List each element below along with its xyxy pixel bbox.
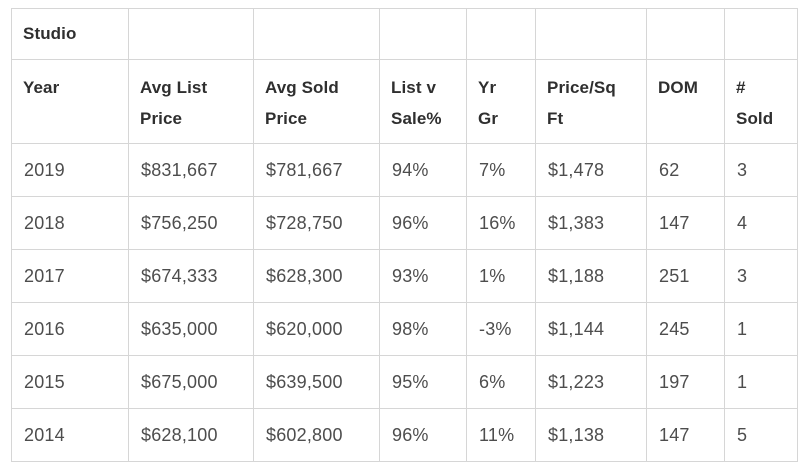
- data-cell-list-v-sale: 95%: [379, 355, 467, 409]
- data-cell-list-v-sale: 94%: [379, 143, 467, 197]
- data-cell-avg-list-price: $674,333: [128, 249, 254, 303]
- data-cell-list-v-sale: 96%: [379, 196, 467, 250]
- table-row: 2016 $635,000 $620,000 98% -3% $1,144 245 1: [11, 302, 798, 356]
- data-cell-dom: 245: [646, 302, 725, 356]
- data-cell-yr-gr: 16%: [466, 196, 536, 250]
- table-row: 2019 $831,667 $781,667 94% 7% $1,478 62 3: [11, 143, 798, 197]
- data-cell-yr-gr: 7%: [466, 143, 536, 197]
- empty-title-cell: [253, 8, 380, 60]
- data-cell-dom: 62: [646, 143, 725, 197]
- data-cell-dom: 197: [646, 355, 725, 409]
- empty-title-cell: [379, 8, 467, 60]
- data-cell-list-v-sale: 98%: [379, 302, 467, 356]
- data-cell-price-sq-ft: $1,138: [535, 408, 647, 462]
- col-header-year: Year: [11, 59, 129, 144]
- table-row: 2018 $756,250 $728,750 96% 16% $1,383 147 4: [11, 196, 798, 250]
- col-header-sold: # Sold: [724, 59, 798, 144]
- empty-title-cell: [466, 8, 536, 60]
- year-cell: 2015: [11, 355, 129, 409]
- data-cell-avg-list-price: $756,250: [128, 196, 254, 250]
- data-cell-price-sq-ft: $1,383: [535, 196, 647, 250]
- empty-title-cell: [128, 8, 254, 60]
- data-cell-sold: 3: [724, 143, 798, 197]
- data-cell-dom: 147: [646, 196, 725, 250]
- year-cell: 2017: [11, 249, 129, 303]
- data-cell-price-sq-ft: $1,223: [535, 355, 647, 409]
- data-cell-price-sq-ft: $1,478: [535, 143, 647, 197]
- data-cell-price-sq-ft: $1,188: [535, 249, 647, 303]
- data-cell-avg-sold-price: $628,300: [253, 249, 380, 303]
- data-cell-price-sq-ft: $1,144: [535, 302, 647, 356]
- data-cell-avg-sold-price: $781,667: [253, 143, 380, 197]
- year-cell: 2018: [11, 196, 129, 250]
- data-cell-avg-sold-price: $728,750: [253, 196, 380, 250]
- column-header-row: Year Avg List Price Avg Sold Price List v S…: [11, 59, 798, 144]
- col-header-yr-gr: Yr Gr: [466, 59, 536, 144]
- year-cell: 2016: [11, 302, 129, 356]
- col-header-dom: DOM: [646, 59, 725, 144]
- data-cell-avg-sold-price: $602,800: [253, 408, 380, 462]
- studio-stats-table: Studio Year Avg List Price Avg Sold Price L…: [11, 8, 798, 462]
- empty-title-cell: [535, 8, 647, 60]
- table-title-cell: Studio: [11, 8, 129, 60]
- data-cell-avg-list-price: $635,000: [128, 302, 254, 356]
- col-header-price-sq-ft: Price/Sq Ft: [535, 59, 647, 144]
- data-cell-yr-gr: 11%: [466, 408, 536, 462]
- data-cell-avg-list-price: $675,000: [128, 355, 254, 409]
- year-cell: 2014: [11, 408, 129, 462]
- table-row: 2017 $674,333 $628,300 93% 1% $1,188 251 3: [11, 249, 798, 303]
- data-cell-dom: 147: [646, 408, 725, 462]
- data-cell-avg-sold-price: $639,500: [253, 355, 380, 409]
- data-cell-list-v-sale: 96%: [379, 408, 467, 462]
- col-header-list-v-sale: List v Sale%: [379, 59, 467, 144]
- data-cell-avg-sold-price: $620,000: [253, 302, 380, 356]
- data-cell-avg-list-price: $628,100: [128, 408, 254, 462]
- data-cell-yr-gr: 6%: [466, 355, 536, 409]
- year-cell: 2019: [11, 143, 129, 197]
- data-cell-sold: 3: [724, 249, 798, 303]
- data-cell-list-v-sale: 93%: [379, 249, 467, 303]
- data-cell-dom: 251: [646, 249, 725, 303]
- data-cell-yr-gr: -3%: [466, 302, 536, 356]
- data-cell-sold: 4: [724, 196, 798, 250]
- table-row: 2015 $675,000 $639,500 95% 6% $1,223 197 1: [11, 355, 798, 409]
- empty-title-cell: [646, 8, 725, 60]
- data-cell-sold: 5: [724, 408, 798, 462]
- col-header-avg-list-price: Avg List Price: [128, 59, 254, 144]
- empty-title-cell: [724, 8, 798, 60]
- data-cell-sold: 1: [724, 302, 798, 356]
- col-header-avg-sold-price: Avg Sold Price: [253, 59, 380, 144]
- table-row: 2014 $628,100 $602,800 96% 11% $1,138 147 5: [11, 408, 798, 462]
- data-cell-sold: 1: [724, 355, 798, 409]
- data-cell-avg-list-price: $831,667: [128, 143, 254, 197]
- data-cell-yr-gr: 1%: [466, 249, 536, 303]
- table-body: 2019 $831,667 $781,667 94% 7% $1,478 62 3 2018 $7…: [11, 143, 798, 462]
- table-title-row: Studio: [11, 8, 798, 60]
